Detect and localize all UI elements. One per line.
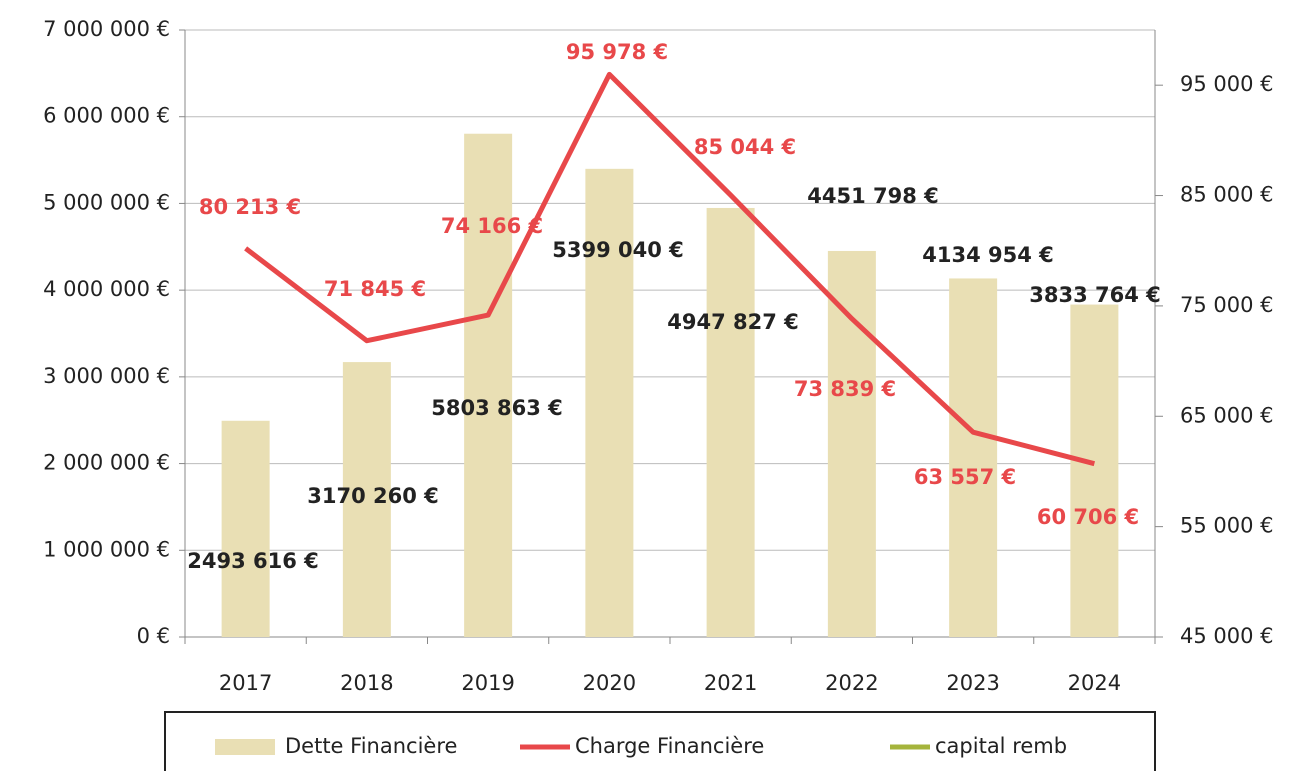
y-tick-label: 7 000 000 € bbox=[43, 17, 170, 41]
x-tick-label: 2024 bbox=[1068, 671, 1121, 695]
legend-swatch bbox=[215, 739, 275, 755]
y-tick-label: 3 000 000 € bbox=[43, 364, 170, 388]
y2-tick-label: 95 000 € bbox=[1180, 72, 1274, 96]
legend-label: capital remb bbox=[935, 734, 1067, 758]
x-tick-label: 2022 bbox=[825, 671, 878, 695]
data-label: 3833 764 € bbox=[1029, 283, 1161, 307]
x-tick-label: 2020 bbox=[583, 671, 636, 695]
x-tick-label: 2017 bbox=[219, 671, 272, 695]
legend-label: Dette Financière bbox=[285, 734, 457, 758]
y-tick-label: 1 000 000 € bbox=[43, 537, 170, 561]
data-label: 5803 863 € bbox=[431, 396, 563, 420]
data-label: 95 978 € bbox=[566, 40, 668, 64]
x-tick-label: 2019 bbox=[461, 671, 514, 695]
y2-tick-label: 75 000 € bbox=[1180, 293, 1274, 317]
bar bbox=[221, 420, 270, 637]
bar bbox=[585, 168, 634, 637]
x-tick-label: 2023 bbox=[946, 671, 999, 695]
line bbox=[244, 71, 1096, 467]
bar bbox=[827, 250, 876, 637]
y-tick-label: 5 000 000 € bbox=[43, 190, 170, 214]
data-label: 60 706 € bbox=[1037, 505, 1139, 529]
data-label: 71 845 € bbox=[324, 277, 426, 301]
data-label: 4134 954 € bbox=[922, 243, 1054, 267]
data-label: 3170 260 € bbox=[307, 484, 439, 508]
data-label: 85 044 € bbox=[694, 135, 796, 159]
legend-label: Charge Financière bbox=[575, 734, 764, 758]
bar bbox=[949, 278, 998, 637]
data-label: 4947 827 € bbox=[667, 310, 799, 334]
y-tick-label: 2 000 000 € bbox=[43, 451, 170, 475]
y2-tick-label: 55 000 € bbox=[1180, 514, 1274, 538]
y2-tick-label: 45 000 € bbox=[1180, 624, 1274, 648]
y-tick-label: 4 000 000 € bbox=[43, 277, 170, 301]
y-tick-label: 6 000 000 € bbox=[43, 104, 170, 128]
x-tick-label: 2021 bbox=[704, 671, 757, 695]
y2-tick-label: 85 000 € bbox=[1180, 183, 1274, 207]
data-label: 73 839 € bbox=[794, 377, 896, 401]
data-label: 5399 040 € bbox=[552, 238, 684, 262]
data-label: 74 166 € bbox=[441, 214, 543, 238]
data-label: 4451 798 € bbox=[807, 184, 939, 208]
data-label: 63 557 € bbox=[914, 465, 1016, 489]
data-label: 80 213 € bbox=[199, 195, 301, 219]
bar bbox=[464, 133, 513, 637]
x-tick-label: 2018 bbox=[340, 671, 393, 695]
y-tick-label: 0 € bbox=[137, 624, 170, 648]
bar bbox=[706, 207, 755, 638]
y2-tick-label: 65 000 € bbox=[1180, 403, 1274, 427]
legend-box bbox=[164, 711, 1156, 771]
bar bbox=[1070, 304, 1119, 637]
bar bbox=[342, 362, 391, 637]
data-label: 2493 616 € bbox=[187, 549, 319, 573]
